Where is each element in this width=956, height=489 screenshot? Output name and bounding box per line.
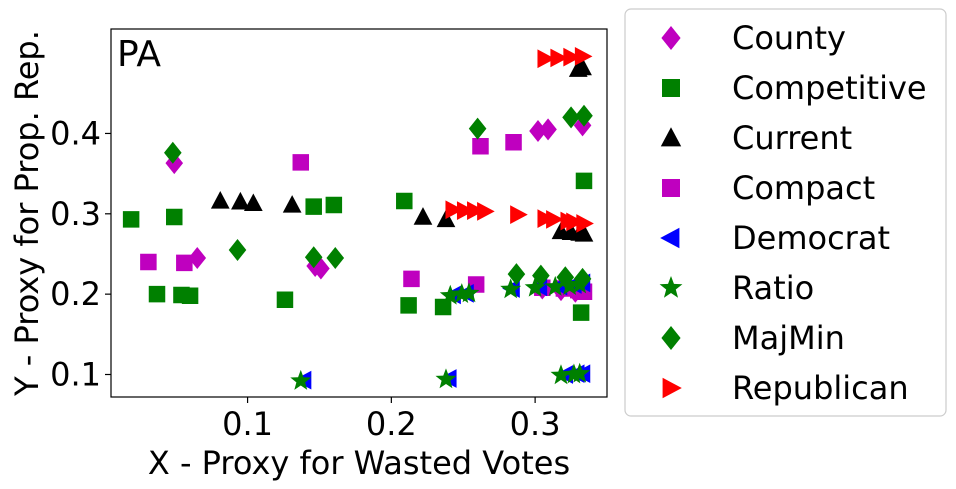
point-republican [467, 201, 485, 220]
point-ratio [435, 368, 457, 389]
point-ratio [550, 364, 572, 385]
point-ratio [451, 283, 473, 304]
plot-frame [110, 28, 608, 398]
point-majmin [562, 106, 580, 129]
x-tick-label: 0.2 [366, 405, 417, 443]
point-compact [292, 154, 310, 171]
point-current [574, 223, 594, 242]
point-ratio [544, 275, 566, 296]
point-current [413, 207, 433, 225]
legend-label-county: County [732, 19, 846, 57]
plot-marks [122, 46, 594, 390]
point-current [231, 191, 250, 210]
point-republican [550, 48, 569, 68]
point-republican [477, 202, 495, 221]
point-competitive [572, 304, 590, 321]
y-axis-label: Y - Proxy for Prop. Rep. [8, 30, 46, 397]
point-majmin [468, 117, 487, 140]
x-axis-label: X - Proxy for Wasted Votes [148, 444, 570, 482]
point-majmin [326, 246, 345, 269]
point-republican [576, 214, 594, 233]
point-republican [546, 210, 564, 229]
legend-marker-republican [662, 377, 682, 399]
legend-marker-compact [662, 179, 680, 197]
legend-label-democrat: Democrat [732, 219, 890, 257]
legend-marker-county [661, 26, 681, 50]
y-tick-label: 0.4 [50, 114, 101, 152]
point-republican [566, 212, 584, 232]
point-ratio [524, 276, 546, 297]
axes: 0.1 0.2 0.3 0.1 0.2 0.3 0.4 [50, 114, 560, 443]
point-majmin [575, 104, 593, 127]
point-majmin [507, 263, 526, 286]
point-competitive [325, 196, 343, 214]
point-competitive [434, 298, 452, 316]
legend-label-compact: Compact [732, 169, 875, 207]
y-tick-label: 0.2 [50, 275, 101, 313]
point-current [210, 191, 230, 209]
legend-label-majmin: MajMin [732, 319, 845, 357]
legend-marker-competitive [662, 79, 680, 97]
point-ratio [569, 362, 591, 383]
point-majmin [164, 141, 182, 164]
point-competitive [400, 297, 417, 314]
point-ratio [458, 282, 480, 303]
point-competitive [122, 211, 140, 228]
point-republican [445, 200, 464, 220]
legend-label-current: Current [732, 119, 852, 157]
point-compact [505, 134, 522, 151]
point-ratio [439, 284, 461, 305]
point-compact [403, 270, 420, 288]
point-current [573, 57, 592, 76]
panel-label: PA [117, 34, 161, 75]
x-tick-label: 0.3 [510, 405, 561, 443]
point-compact [472, 138, 489, 155]
legend-label-republican: Republican [732, 369, 909, 407]
point-republican [574, 46, 593, 66]
x-tick-label: 0.1 [222, 405, 273, 443]
point-competitive [575, 172, 593, 190]
point-majmin [228, 238, 247, 261]
legend-label-ratio: Ratio [732, 269, 814, 307]
legend-marker-majmin [661, 326, 681, 350]
point-county [539, 118, 557, 141]
point-competitive [181, 287, 199, 305]
legend-marker-current [660, 127, 682, 147]
point-majmin [532, 264, 550, 287]
point-majmin [556, 266, 575, 289]
point-ratio [500, 278, 522, 299]
point-republican [537, 49, 556, 69]
point-ratio [290, 369, 312, 390]
point-majmin [573, 267, 592, 290]
point-competitive [396, 192, 413, 210]
point-county [188, 246, 207, 269]
point-competitive [166, 208, 183, 226]
point-competitive [148, 285, 166, 303]
legend-frame [624, 8, 947, 417]
legend: County Competitive Current Compact Democrat R… [624, 8, 947, 417]
point-competitive [276, 291, 294, 309]
point-current [243, 193, 263, 212]
y-tick-label: 0.3 [50, 195, 101, 233]
legend-label-competitive: Competitive [732, 69, 927, 107]
point-current [282, 195, 302, 213]
point-republican [510, 205, 528, 224]
point-majmin [304, 246, 323, 269]
legend-marker-democrat [660, 227, 680, 249]
point-ratio [559, 275, 581, 296]
y-tick-label: 0.1 [50, 356, 101, 394]
point-compact [176, 254, 193, 272]
point-county [312, 257, 330, 280]
point-republican [456, 201, 475, 220]
legend-marker-ratio [659, 276, 683, 298]
point-competitive [305, 198, 322, 215]
point-republican [563, 47, 581, 67]
point-compact [140, 253, 157, 271]
